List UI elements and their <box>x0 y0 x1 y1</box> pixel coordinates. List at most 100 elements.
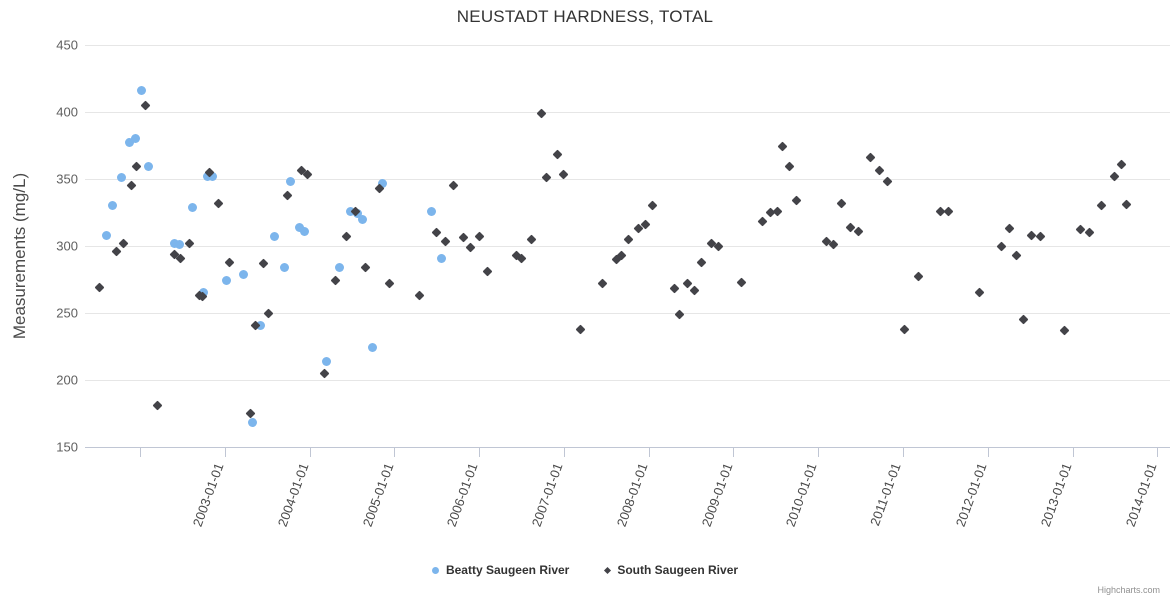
data-point[interactable] <box>772 206 783 217</box>
data-point[interactable] <box>126 180 137 191</box>
data-point[interactable] <box>913 271 924 282</box>
data-point[interactable] <box>374 183 385 194</box>
data-point[interactable] <box>1004 223 1015 234</box>
data-point[interactable] <box>853 226 864 237</box>
data-point[interactable] <box>296 166 307 176</box>
data-point[interactable] <box>345 206 355 216</box>
legend-item[interactable]: Beatty Saugeen River <box>431 563 569 577</box>
data-point[interactable] <box>777 141 788 152</box>
data-point[interactable] <box>334 262 344 272</box>
data-point[interactable] <box>458 233 469 243</box>
data-point[interactable] <box>689 285 700 296</box>
data-point[interactable] <box>1026 230 1037 241</box>
data-point[interactable] <box>175 253 186 263</box>
data-point[interactable] <box>204 167 215 178</box>
data-point[interactable] <box>294 222 304 232</box>
data-point[interactable] <box>669 283 680 294</box>
data-point[interactable] <box>1018 314 1029 325</box>
highcharts-credits[interactable]: Highcharts.com <box>1097 585 1160 595</box>
data-point[interactable] <box>322 356 332 366</box>
data-point[interactable] <box>319 368 330 379</box>
data-point[interactable] <box>352 209 362 219</box>
data-point[interactable] <box>640 219 651 230</box>
data-point[interactable] <box>757 216 768 227</box>
data-point[interactable] <box>765 207 776 218</box>
data-point[interactable] <box>108 201 118 211</box>
data-point[interactable] <box>448 180 459 191</box>
data-point[interactable] <box>1096 200 1107 211</box>
data-point[interactable] <box>94 282 105 293</box>
data-point[interactable] <box>1059 325 1069 336</box>
data-point[interactable] <box>224 257 235 268</box>
data-point[interactable] <box>360 262 371 273</box>
data-point[interactable] <box>511 250 522 261</box>
data-point[interactable] <box>282 190 293 201</box>
data-point[interactable] <box>222 276 232 286</box>
data-point[interactable] <box>431 227 442 238</box>
data-point[interactable] <box>125 138 135 148</box>
data-point[interactable] <box>341 231 352 242</box>
data-point[interactable] <box>1116 159 1127 170</box>
data-point[interactable] <box>258 258 268 269</box>
data-point[interactable] <box>367 343 377 353</box>
data-point[interactable] <box>837 198 847 209</box>
data-point[interactable] <box>526 234 537 245</box>
data-point[interactable] <box>597 278 608 289</box>
data-point[interactable] <box>1121 199 1132 210</box>
data-point[interactable] <box>384 278 395 289</box>
data-point[interactable] <box>414 290 425 301</box>
data-point[interactable] <box>437 253 447 263</box>
data-point[interactable] <box>874 166 885 176</box>
data-point[interactable] <box>116 173 126 183</box>
data-point[interactable] <box>140 100 151 111</box>
data-point[interactable] <box>674 309 685 320</box>
data-point[interactable] <box>144 162 154 172</box>
data-point[interactable] <box>188 202 198 212</box>
data-point[interactable] <box>575 324 586 335</box>
data-point[interactable] <box>899 324 910 335</box>
data-point[interactable] <box>682 278 693 289</box>
data-point[interactable] <box>101 230 111 240</box>
data-point[interactable] <box>516 253 527 263</box>
data-point[interactable] <box>536 108 547 119</box>
data-point[interactable] <box>1076 224 1086 235</box>
data-point[interactable] <box>111 246 122 257</box>
data-point[interactable] <box>474 231 485 242</box>
data-point[interactable] <box>935 206 946 217</box>
data-point[interactable] <box>736 277 747 288</box>
data-point[interactable] <box>199 288 209 298</box>
data-point[interactable] <box>616 250 627 261</box>
data-point[interactable] <box>300 226 310 236</box>
data-point[interactable] <box>175 240 185 250</box>
data-point[interactable] <box>255 320 265 330</box>
data-point[interactable] <box>197 291 208 302</box>
data-point[interactable] <box>791 195 802 206</box>
data-point[interactable] <box>131 161 142 172</box>
data-point[interactable] <box>137 86 147 96</box>
data-point[interactable] <box>357 214 367 224</box>
data-point[interactable] <box>1084 227 1095 238</box>
data-point[interactable] <box>194 290 205 301</box>
data-point[interactable] <box>611 254 622 265</box>
data-point[interactable] <box>647 200 658 211</box>
data-point[interactable] <box>239 269 248 279</box>
data-point[interactable] <box>974 287 985 298</box>
data-point[interactable] <box>213 198 224 209</box>
data-point[interactable] <box>427 206 437 216</box>
data-point[interactable] <box>696 257 707 268</box>
data-point[interactable] <box>865 152 876 163</box>
data-point[interactable] <box>245 408 256 419</box>
data-point[interactable] <box>248 418 258 428</box>
data-point[interactable] <box>943 206 954 217</box>
data-point[interactable] <box>542 172 552 183</box>
data-point[interactable] <box>784 161 795 172</box>
data-point[interactable] <box>1011 250 1022 261</box>
data-point[interactable] <box>552 149 563 160</box>
data-point[interactable] <box>350 206 361 217</box>
data-point[interactable] <box>482 266 493 277</box>
data-point[interactable] <box>250 320 261 330</box>
data-point[interactable] <box>279 262 289 272</box>
data-point[interactable] <box>152 400 162 411</box>
data-point[interactable] <box>465 242 476 253</box>
legend-item[interactable]: South Saugeen River <box>604 563 738 577</box>
